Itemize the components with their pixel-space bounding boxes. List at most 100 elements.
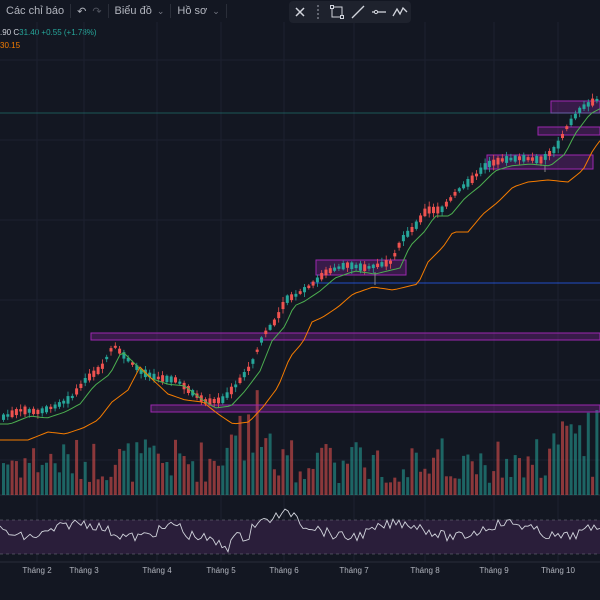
volume-bar (462, 455, 466, 495)
candle (2, 414, 5, 420)
volume-bar (371, 454, 375, 495)
candle (272, 319, 276, 326)
volume-bar (45, 462, 48, 495)
candle (148, 372, 152, 378)
close-label: C (13, 28, 20, 37)
horizontal-line-icon[interactable] (368, 1, 389, 23)
volume-bar (573, 433, 577, 495)
candle (462, 184, 466, 189)
volume-bar (105, 480, 109, 495)
candle (406, 230, 410, 237)
volume-bar (582, 456, 586, 495)
volume-bar (543, 475, 547, 495)
drawing-zones (0, 100, 600, 413)
candle (337, 266, 341, 269)
volume-bar (401, 469, 405, 495)
volume-bar (358, 447, 362, 495)
candle (113, 345, 117, 348)
volume-bar (384, 482, 388, 495)
candle (10, 410, 14, 418)
volume-bar (449, 476, 453, 495)
candle (543, 154, 547, 160)
volume-bar (457, 478, 461, 495)
candle (449, 197, 453, 201)
indicators-button[interactable]: Các chỉ báo (0, 0, 70, 22)
profile-menu-button[interactable]: Hồ sơ ⌄ (171, 0, 225, 22)
candle (324, 269, 328, 276)
candle (539, 156, 543, 164)
candle (389, 260, 392, 264)
volume-bar (242, 460, 246, 495)
volume-bar (152, 445, 156, 495)
trend-line-icon[interactable] (347, 1, 368, 23)
time-axis-label: Tháng 7 (339, 566, 369, 575)
time-axis-label: Tháng 3 (69, 566, 99, 575)
rsi-pane (0, 508, 600, 555)
volume-bar (591, 476, 595, 495)
candle (573, 113, 577, 119)
volume-bar (535, 439, 539, 495)
volume-bar (397, 481, 401, 495)
candle (509, 157, 513, 161)
volume-bar (320, 447, 324, 495)
candle (470, 175, 474, 184)
candle (311, 281, 315, 286)
candle (178, 381, 182, 384)
volume-bar (10, 460, 14, 495)
candle (36, 409, 40, 414)
drag-grip-icon[interactable] (314, 5, 322, 19)
candle (496, 157, 500, 165)
toolbar-divider (225, 4, 227, 18)
volume-bar (195, 481, 199, 495)
candle (376, 263, 380, 268)
volume-bar (268, 433, 272, 495)
candle (260, 337, 263, 343)
volume-bar (414, 452, 418, 495)
moving-averages (0, 108, 600, 441)
volume-bar (109, 476, 113, 495)
candle (264, 330, 268, 335)
volume-bar (225, 447, 229, 495)
close-icon[interactable] (289, 1, 310, 23)
volume-bar (285, 455, 289, 495)
volume-bar (96, 479, 100, 495)
volume-bar (337, 482, 341, 495)
volume-bar (186, 464, 190, 495)
volume-bar (272, 469, 276, 495)
volume-bar (444, 476, 448, 495)
volume-bar (328, 447, 332, 495)
volume-bar (75, 439, 79, 495)
candle (526, 157, 530, 161)
ohlc-row: .90 C31.40 +0.55 (+1.78%) (0, 26, 97, 39)
toolbar-divider (70, 4, 72, 18)
chart-menu-button[interactable]: Biểu đồ ⌄ (109, 0, 171, 22)
undo-button[interactable]: ↶ (71, 0, 92, 22)
candle (298, 291, 302, 294)
redo-button[interactable]: ↷ (92, 0, 107, 22)
candle (346, 262, 349, 268)
rectangle-icon[interactable] (326, 1, 347, 23)
candle (229, 386, 233, 395)
candle (457, 188, 461, 192)
close-value: 31.40 (19, 28, 40, 37)
ma-fast-line (0, 108, 600, 425)
volume-bar (40, 464, 44, 495)
candle (174, 377, 177, 383)
candle (234, 384, 238, 388)
volume-bar (561, 421, 564, 495)
candle (53, 404, 57, 409)
volume-bar (161, 463, 165, 495)
path-icon[interactable] (390, 1, 411, 23)
volume-bar (143, 439, 147, 495)
volume-bar (487, 482, 491, 495)
volume-bar (2, 463, 5, 495)
volume-bar (88, 481, 91, 495)
candle (483, 163, 487, 170)
volume-bar (174, 439, 177, 495)
candle (591, 98, 595, 106)
volume-bar (333, 462, 337, 495)
candle (479, 167, 483, 174)
candle (427, 206, 431, 214)
candle (556, 140, 560, 149)
